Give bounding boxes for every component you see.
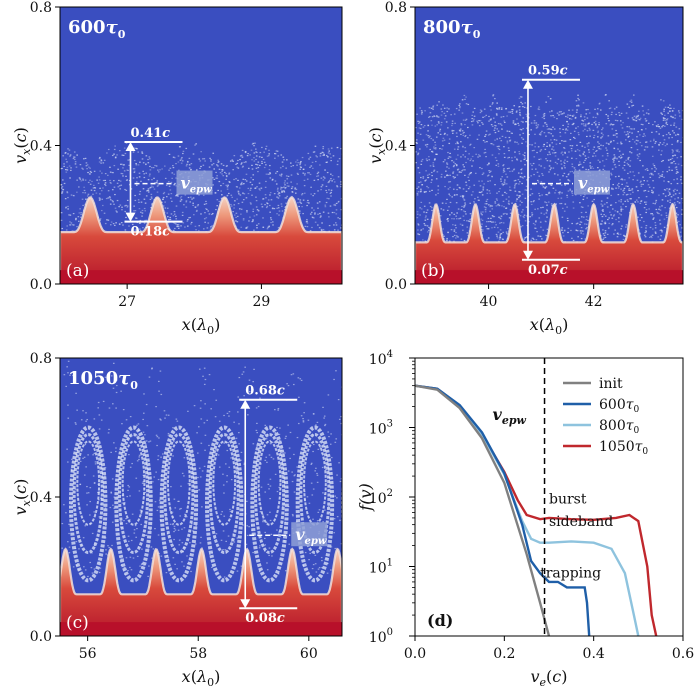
vepw-label: vepw <box>295 525 327 547</box>
particle-scatter <box>60 360 342 578</box>
thermal-bulk <box>60 197 342 284</box>
legend-entry: 600τ0 <box>599 397 639 415</box>
upper-bound-label: 0.59c <box>528 64 568 79</box>
panel-label: (c) <box>66 613 89 633</box>
series-line-init <box>415 384 551 636</box>
particle-scatter <box>60 142 342 234</box>
x-axis-label: x(λ0) <box>182 315 221 337</box>
legend-entry: 800τ0 <box>599 418 639 436</box>
x-tick-label: 60 <box>300 646 318 662</box>
x-axis-label: x(λ0) <box>530 315 569 337</box>
panel-label: (b) <box>421 261 445 281</box>
y-tick-label: 102 <box>369 488 393 507</box>
legend-entry: 1050τ0 <box>599 439 648 457</box>
phase-space-panel-3: 0.68c 0.08c vepw 1050τ0 (c) 56 58 60 0.0 0.4 0.8 x(… <box>11 351 343 689</box>
distribution-panel: vepw burst sideband trapping init 600τ0 800τ0 1… <box>356 349 694 689</box>
y-tick-label: 0.4 <box>385 139 407 155</box>
phase-space-panel-1: 0.41c 0.18c vepw 600τ0 (a) 27 29 0.0 0.4 0.8 x(λ0)… <box>11 0 343 337</box>
y-tick-label: 0.8 <box>30 0 52 16</box>
panel-label: (a) <box>66 261 89 281</box>
vepw-label: vepw <box>181 174 213 196</box>
vepw-label: vepw <box>493 405 527 427</box>
annotation-sideband: sideband <box>549 514 613 530</box>
y-axis-label: vx(c) <box>11 479 33 516</box>
vepw-box <box>291 522 328 547</box>
x-tick-label: 27 <box>118 294 136 310</box>
y-tick-label: 0.4 <box>30 139 52 155</box>
distribution-lines <box>415 384 658 636</box>
y-axis-label: f(v) <box>356 483 375 511</box>
phase-space-panel-2: 0.59c 0.07c vepw 800τ0 (b) 40 42 0.0 0.4 0.8 x(λ0)… <box>366 0 684 337</box>
time-label: 600τ0 <box>68 17 126 41</box>
x-tick-label: 0.6 <box>672 646 694 662</box>
lower-bound-label: 0.08c <box>245 611 285 626</box>
y-tick-label: 0.0 <box>30 629 52 645</box>
upper-bound-label: 0.41c <box>131 126 171 141</box>
y-tick-label: 101 <box>369 558 393 577</box>
x-tick-label: 29 <box>253 294 271 310</box>
lower-bound-label: 0.18c <box>131 225 171 240</box>
legend-entry: init <box>599 376 623 392</box>
x-tick-label: 42 <box>585 294 603 310</box>
velocity-range-marker: 0.41c 0.18c vepw <box>124 126 213 240</box>
x-axis-label: x(λ0) <box>182 667 221 689</box>
y-tick-label: 0.8 <box>30 351 52 367</box>
thermal-bulk <box>415 204 683 284</box>
vortex-loops <box>68 425 342 583</box>
velocity-range-marker: 0.59c 0.07c vepw <box>521 64 610 278</box>
phase-space-map <box>60 7 342 284</box>
upper-bound-label: 0.68c <box>245 384 285 399</box>
y-axis-label: vx(c) <box>366 127 388 164</box>
x-tick-label: 0.4 <box>583 646 605 662</box>
y-tick-label: 0.8 <box>385 0 407 16</box>
annotation-burst: burst <box>549 492 587 508</box>
lower-bound-label: 0.07c <box>528 263 568 278</box>
panel-label: (d) <box>427 611 453 630</box>
x-tick-label: 0.0 <box>404 646 426 662</box>
x-axis-label: ve(c) <box>530 667 567 689</box>
annotation-trapping: trapping <box>540 565 601 581</box>
phase-space-map <box>60 358 342 636</box>
y-tick-label: 0.0 <box>385 277 407 293</box>
legend: init 600τ0 800τ0 1050τ0 <box>563 376 648 457</box>
y-tick-label: 0.4 <box>30 490 52 506</box>
x-tick-label: 40 <box>480 294 498 310</box>
thermal-bulk <box>60 549 342 636</box>
phase-space-map <box>415 7 683 284</box>
vepw-box <box>176 170 213 195</box>
time-label: 1050τ0 <box>68 368 138 392</box>
y-axis-label: vx(c) <box>11 127 33 164</box>
x-tick-label: 0.2 <box>493 646 515 662</box>
y-tick-label: 104 <box>369 349 393 368</box>
series-line-600 <box>415 384 591 636</box>
x-tick-label: 56 <box>79 646 97 662</box>
vepw-box <box>573 170 610 195</box>
vepw-label: vepw <box>578 174 610 196</box>
x-tick-label: 58 <box>189 646 207 662</box>
y-tick-label: 100 <box>369 627 393 646</box>
y-tick-label: 103 <box>369 419 393 438</box>
velocity-range-marker: 0.68c 0.08c vepw <box>239 384 328 626</box>
y-tick-label: 0.0 <box>30 277 52 293</box>
time-label: 800τ0 <box>423 17 481 41</box>
